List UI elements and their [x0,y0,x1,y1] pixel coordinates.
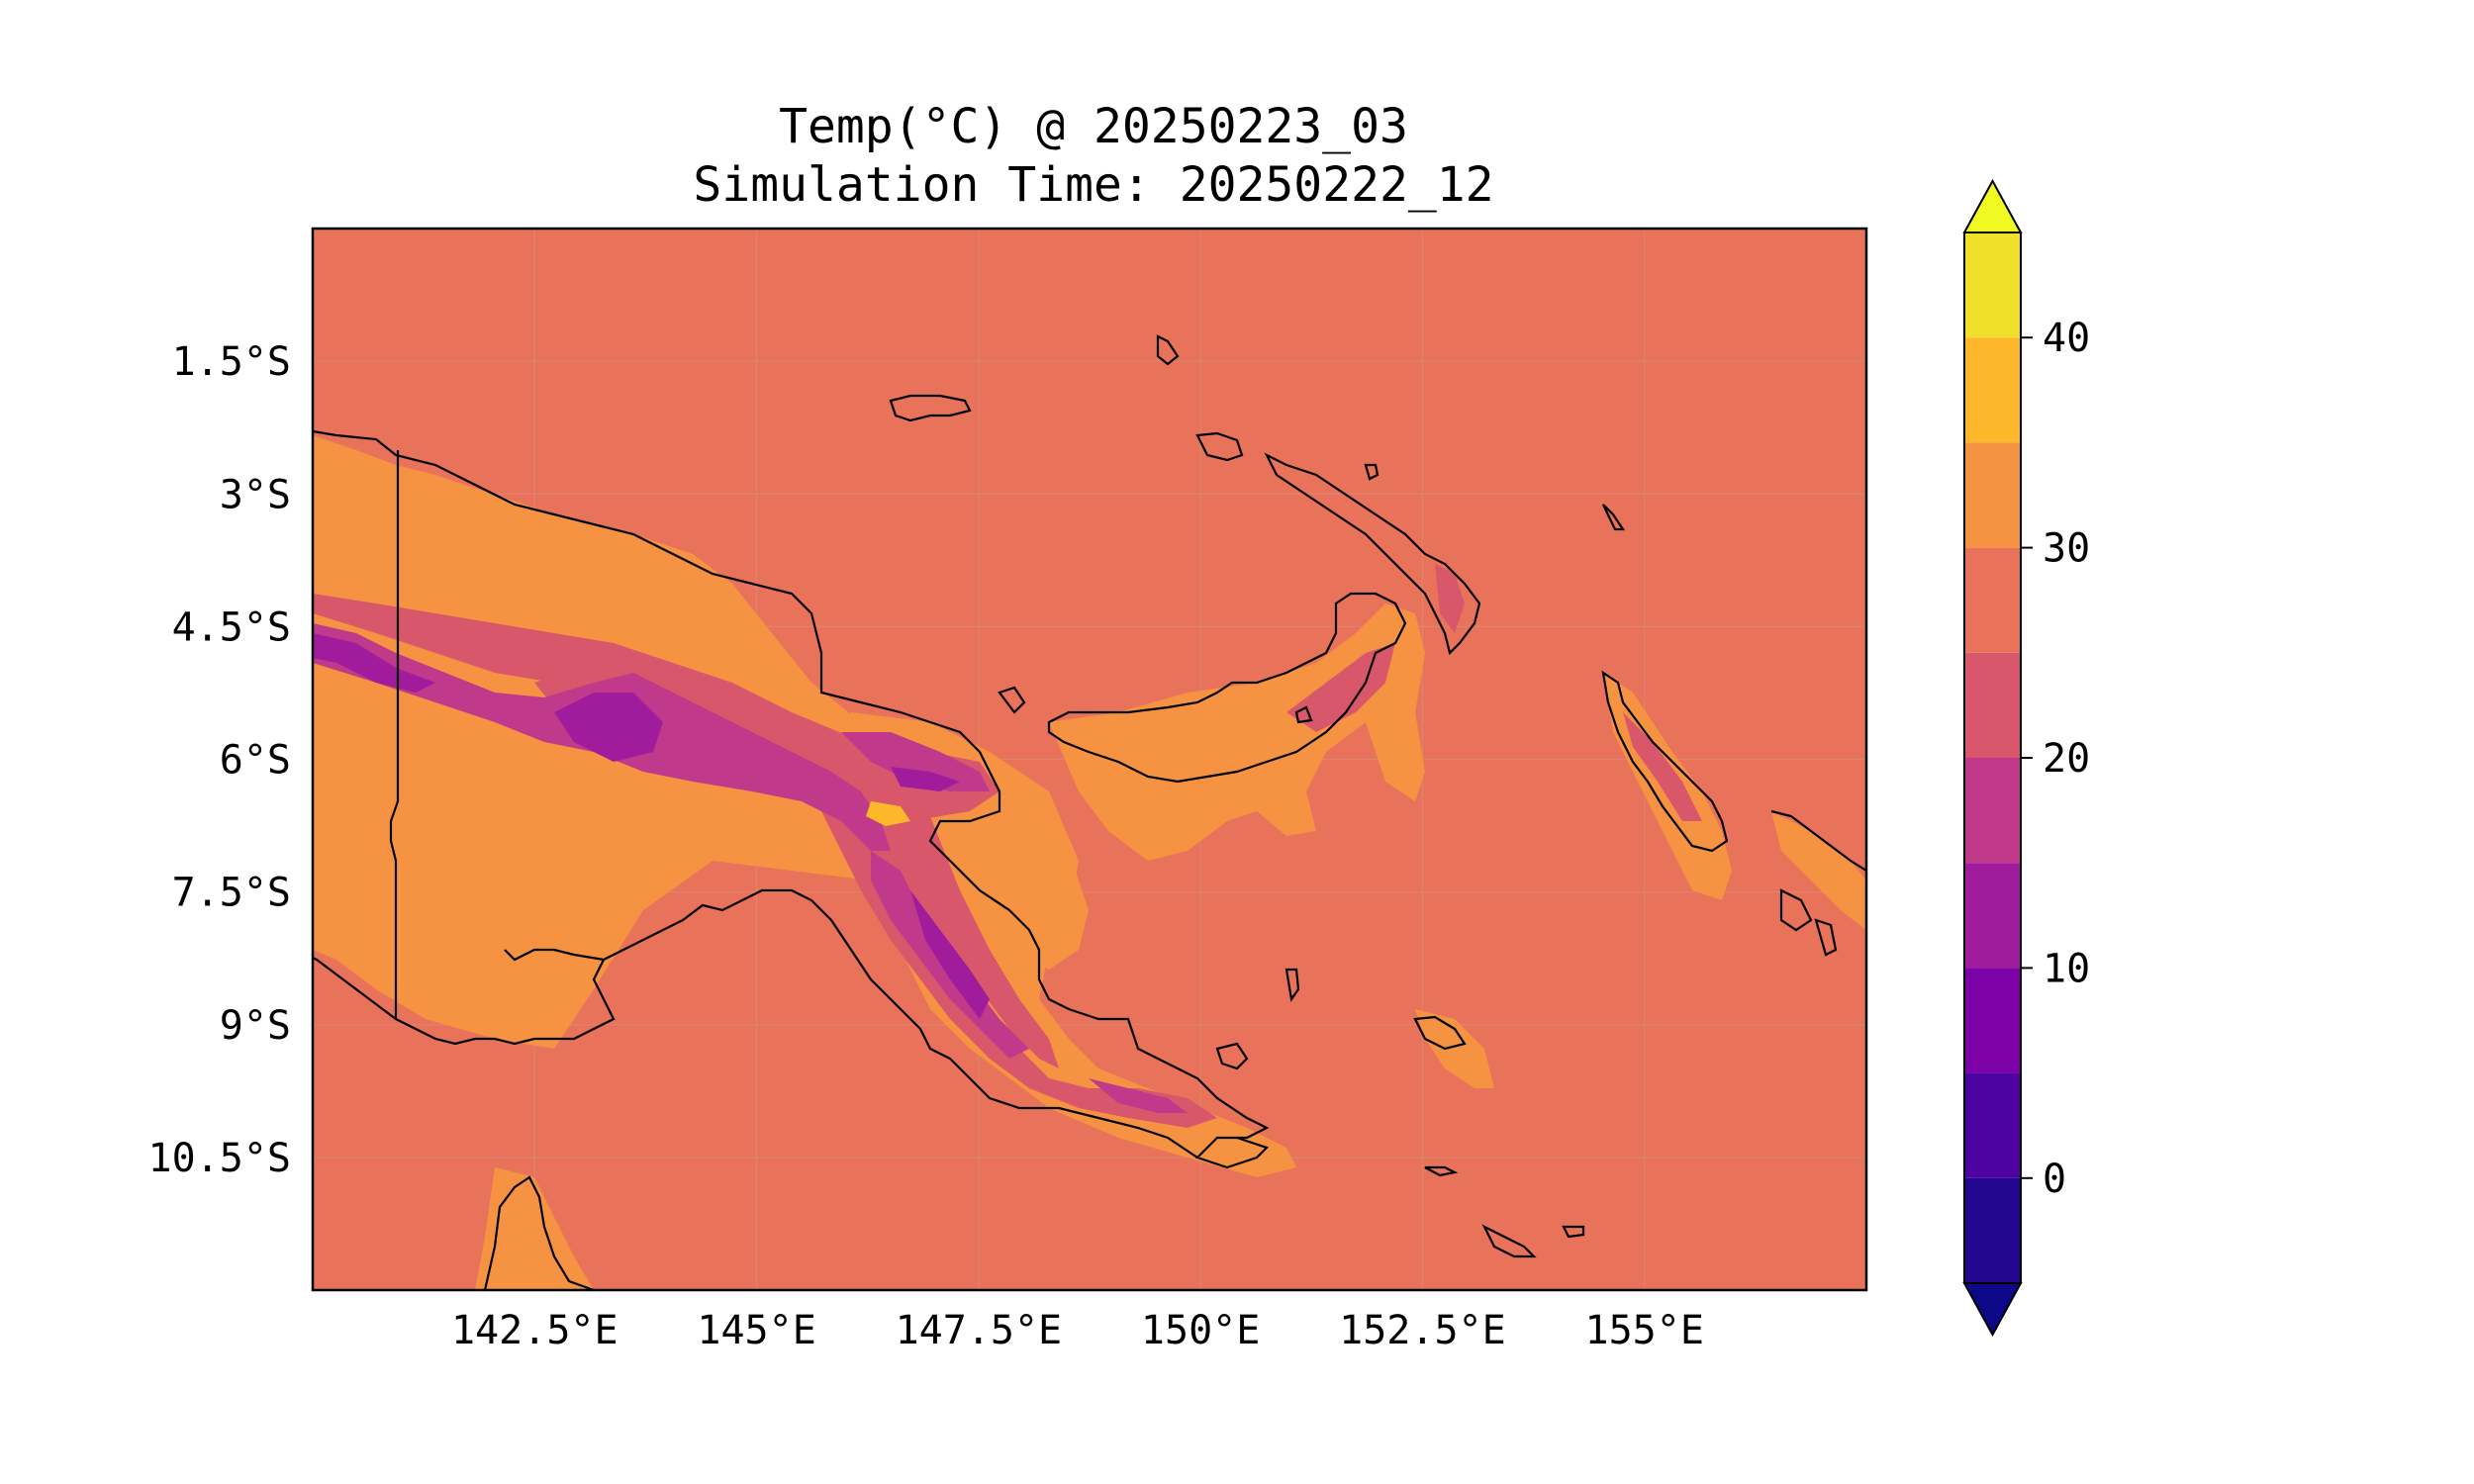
lat-tick-label: 4.5°S [172,604,291,650]
map-frame [311,227,1868,1292]
colorbar-segment [1964,758,2021,864]
lat-tick-label: 7.5°S [172,871,291,916]
cool-band-bougainville [1623,712,1702,821]
cool-band-png-spine [821,811,1217,1128]
warm-band-png-highlands [831,712,1296,1177]
warm-band-new-britain [1049,603,1425,861]
colorbar-segment [1964,1072,2021,1178]
colorbar-tick-label: 10 [2043,946,2090,991]
coldest-contours [313,633,990,1019]
coastline-santa-isabel [1779,888,1813,932]
colorbar-segment [1964,1177,2021,1283]
colorbar-segment [1964,547,2021,653]
lon-tick-label: 155°E [1585,1308,1704,1353]
coastline-small-islands-3 [1602,504,1626,531]
colorbar-segment [1964,652,2021,758]
colorbar-extend-min [1962,1282,2023,1338]
coldest-band-east [891,767,960,791]
lon-tick-label: 147.5°E [896,1308,1063,1353]
border-line [389,450,400,1019]
lat-tick-label: 1.5°S [172,339,291,385]
colorbar-segment [1964,863,2021,969]
warm-band-louisiades [1415,1009,1494,1088]
coastline-new-britain [1047,592,1407,784]
coastlines [313,334,1866,1290]
colorbar-tick-label: 40 [2043,316,2090,361]
colorbar-segment [1964,337,2021,443]
colorbar-segment [1964,232,2021,338]
coastline-small-islands-2 [1364,463,1380,481]
coastline-trobriand [1413,1015,1467,1051]
coastline-woodlark [1562,1225,1585,1239]
coastline-new-guinea-north [313,429,1270,1169]
coastline-small-islands-4 [1285,968,1300,1002]
hot-spot-fly-river [866,801,910,826]
temperature-field [313,229,1866,1290]
coldest-band-west [313,633,435,693]
coastline-rossel [1481,1224,1537,1258]
coastline-choiseul [1770,809,1866,872]
warm-band-cape-york [475,1167,594,1290]
cool-band-new-ireland [1435,564,1465,633]
colorbar-tick-label: 0 [2043,1157,2066,1202]
hot-spot-contours [866,801,910,826]
lat-tick-label: 6°S [220,738,291,784]
coastline-small-islands-1 [1156,334,1180,366]
coastline-manus [889,394,972,422]
warm-band-solomons [1771,811,1866,930]
colorbar-tick-label: 20 [2043,736,2090,782]
colorbar-tick-label: 30 [2043,526,2090,572]
colorbar-extend-max [1962,178,2023,233]
longitude-ticks: 142.5°E 145°E 147.5°E 150°E 152.5°E 155°E [451,1308,1704,1353]
colder-band-east [841,732,990,791]
coastline-dentrecasteaux [1215,1042,1249,1070]
coastline-small-islands-6 [998,686,1026,714]
lat-tick-label: 10.5°S [148,1136,292,1181]
lon-tick-label: 145°E [697,1308,815,1353]
coastline-small-islands-5 [1294,705,1313,724]
lon-tick-label: 150°E [1141,1308,1260,1353]
cool-band-new-britain [1286,643,1395,732]
lat-tick-label: 3°S [220,472,291,517]
coastline-new-ireland [1264,452,1481,656]
lon-tick-label: 152.5°E [1339,1308,1506,1353]
latitude-ticks: 1.5°S 3°S 4.5°S 6°S 7.5°S 9°S 10.5°S [148,339,292,1181]
coldest-band-central [554,693,663,762]
coastline-new-guinea-south [313,888,1198,1159]
colorbar: 0 10 20 30 40 [1962,178,2090,1338]
coastline-new-hanover [1195,431,1244,462]
coastline-cape-york [483,1175,595,1290]
lat-tick-label: 9°S [220,1003,291,1049]
colorbar-segment [1964,442,2021,548]
coastline-bougainville [1601,670,1729,853]
colder-band-owen-stanley [1089,1078,1188,1113]
coastline-misima [1424,1165,1459,1177]
coldest-band-south [910,890,990,1019]
lon-tick-label: 142.5°E [451,1308,618,1353]
coastline-small-islands-7 [1814,918,1838,957]
coastline-fly-estuary [504,948,605,962]
map-subtitle: Simulation Time: 20250222_12 [693,157,1494,213]
map-title: Temp(°C) @ 20250223_03 [779,99,1408,154]
colorbar-segment [1964,968,2021,1073]
